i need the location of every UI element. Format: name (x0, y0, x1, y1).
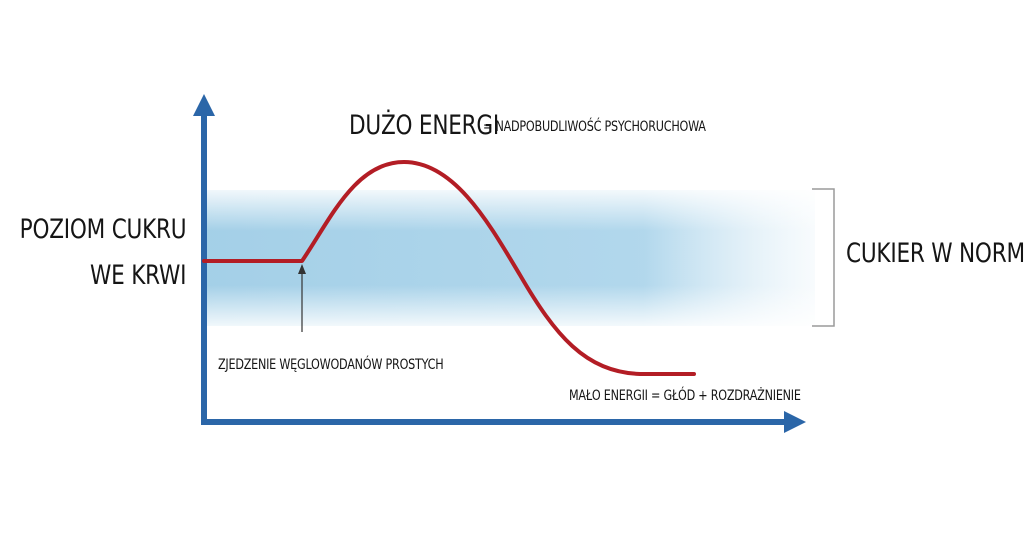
normal-range-bracket (812, 188, 835, 327)
y-axis-label-line1: POZIOM CUKRU (19, 214, 186, 245)
y-axis-arrow-icon (193, 94, 215, 116)
blood-sugar-curve (202, 160, 696, 376)
trigger-label: ZJEDZENIE WĘGLOWODANÓW PROSTYCH (218, 357, 444, 373)
x-axis-arrow-icon (784, 411, 806, 433)
trigger-pointer-arrow-icon (298, 264, 306, 274)
normal-range-label: CUKIER W NORMIE (846, 238, 1024, 269)
high-energy-description: = NADPOBUDLIWOŚĆ PSYCHORUCHOWA (483, 119, 706, 135)
high-energy-label: DUŻO ENERGI (349, 110, 500, 141)
low-energy-label: MAŁO ENERGII = GŁÓD + ROZDRAŻNIENIE (569, 388, 801, 404)
y-axis-label-line2: WE KRWI (89, 260, 186, 291)
